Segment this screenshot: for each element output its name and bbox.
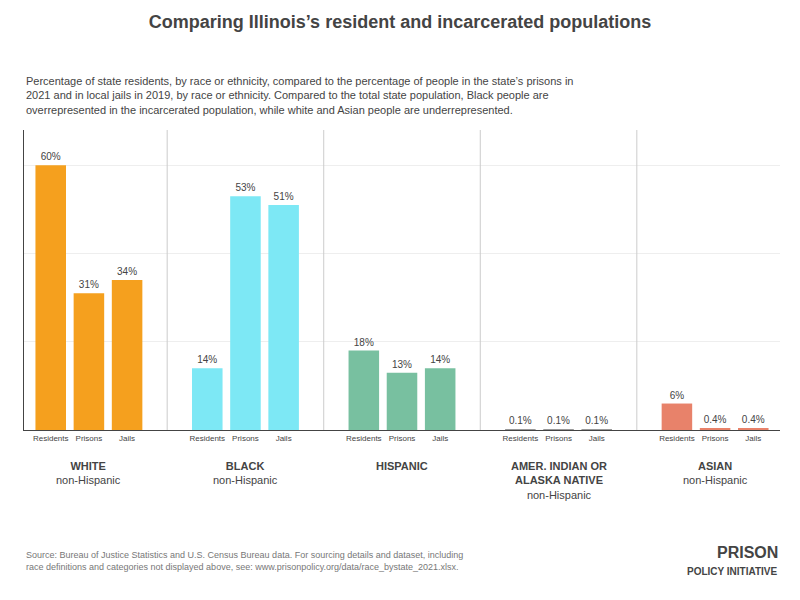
- svg-text:0.1%: 0.1%: [585, 415, 608, 426]
- svg-text:53%: 53%: [235, 182, 255, 193]
- svg-text:0.4%: 0.4%: [704, 414, 727, 425]
- svg-text:Prisons: Prisons: [232, 434, 259, 443]
- svg-text:0.4%: 0.4%: [742, 414, 765, 425]
- svg-text:HISPANIC: HISPANIC: [376, 460, 428, 472]
- svg-text:Residents: Residents: [33, 434, 69, 443]
- svg-text:Comparing Illinois’s resident: Comparing Illinois’s resident and incarc…: [149, 12, 651, 32]
- svg-text:Prisons: Prisons: [76, 434, 103, 443]
- svg-text:60%: 60%: [41, 151, 61, 162]
- svg-text:Prisons: Prisons: [702, 434, 729, 443]
- svg-text:Jails: Jails: [119, 434, 135, 443]
- svg-text:14%: 14%: [430, 354, 450, 365]
- svg-text:AMER. INDIAN ORALASKA NATIVEno: AMER. INDIAN ORALASKA NATIVEnon-Hispanic: [511, 460, 607, 501]
- svg-text:6%: 6%: [670, 390, 685, 401]
- svg-text:POLICY INITIATIVE: POLICY INITIATIVE: [687, 566, 778, 577]
- svg-text:Prisons: Prisons: [545, 434, 572, 443]
- svg-text:0.1%: 0.1%: [547, 415, 570, 426]
- svg-text:Residents: Residents: [503, 434, 539, 443]
- svg-text:PRISON: PRISON: [717, 544, 778, 561]
- svg-text:WHITEnon-Hispanic: WHITEnon-Hispanic: [56, 460, 121, 486]
- svg-text:Residents: Residents: [189, 434, 225, 443]
- svg-text:Prisons: Prisons: [389, 434, 416, 443]
- svg-text:18%: 18%: [354, 337, 374, 348]
- svg-text:ASIANnon-Hispanic: ASIANnon-Hispanic: [683, 460, 748, 486]
- svg-text:BLACKnon-Hispanic: BLACKnon-Hispanic: [213, 460, 278, 486]
- svg-text:Percentage of state residents,: Percentage of state residents, by race o…: [26, 75, 573, 116]
- svg-text:Source: Bureau of Justice Stat: Source: Bureau of Justice Statistics and…: [26, 550, 463, 572]
- svg-text:Jails: Jails: [589, 434, 605, 443]
- svg-text:Residents: Residents: [346, 434, 382, 443]
- svg-text:0.1%: 0.1%: [509, 415, 532, 426]
- svg-text:13%: 13%: [392, 359, 412, 370]
- svg-text:14%: 14%: [197, 354, 217, 365]
- svg-text:Jails: Jails: [745, 434, 761, 443]
- svg-text:51%: 51%: [274, 191, 294, 202]
- svg-text:34%: 34%: [117, 266, 137, 277]
- svg-text:Residents: Residents: [659, 434, 695, 443]
- svg-text:Jails: Jails: [276, 434, 292, 443]
- svg-text:31%: 31%: [79, 279, 99, 290]
- svg-text:Jails: Jails: [432, 434, 448, 443]
